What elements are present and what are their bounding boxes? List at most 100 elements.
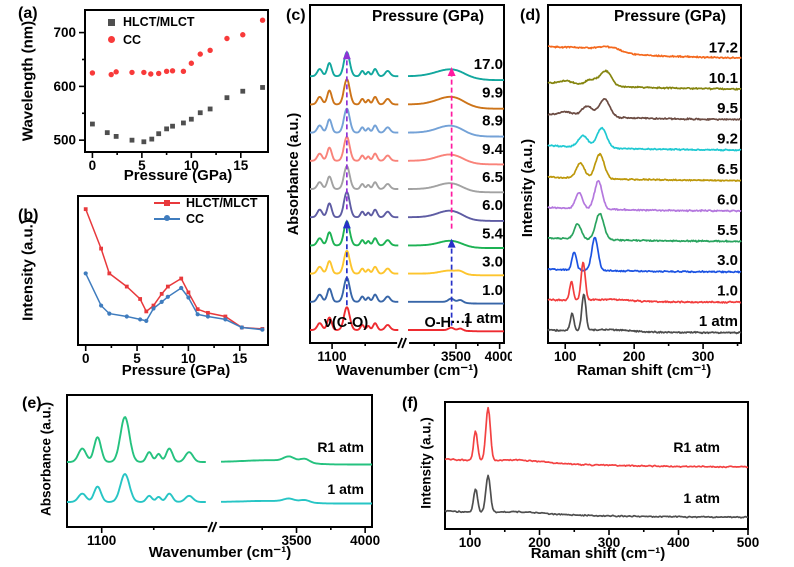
trace-label: 3.0 <box>717 252 738 269</box>
tick-label: 100 <box>459 535 482 550</box>
plot-frame <box>77 195 269 346</box>
spectrum-trace <box>407 209 505 222</box>
series-line <box>85 273 263 331</box>
panel-f-letter: (f) <box>402 395 418 412</box>
spectrum-trace <box>66 473 206 503</box>
spectrum-trace <box>547 152 742 183</box>
data-point <box>239 325 244 330</box>
tick-label: 300 <box>692 349 715 364</box>
panel-a-ylabel: Wavelength (nm) <box>19 20 37 142</box>
data-point <box>180 68 187 75</box>
spectrum-trace <box>309 191 399 219</box>
spectrum-trace <box>547 293 742 335</box>
hlct-line-square-marker-icon <box>154 199 180 208</box>
trace-label: 9.9 <box>482 84 503 101</box>
spectrum-trace <box>407 269 505 277</box>
data-point <box>186 290 191 295</box>
data-point <box>224 35 230 42</box>
data-point <box>259 17 266 23</box>
data-point <box>99 246 104 251</box>
panel-a-legend: HLCT/MLCT CC <box>108 16 195 51</box>
tick-label: 3500 <box>441 349 471 364</box>
data-point <box>165 284 170 289</box>
data-point <box>124 314 129 319</box>
panel-a: 0 5 10 15 500 600 700 (a) Wavelength (nm) Pres… <box>6 2 272 188</box>
spectrum-trace <box>407 239 505 249</box>
panel-d-letter: (d) <box>520 7 541 24</box>
panel-b-ylabel: Intensity (a.u.) <box>19 219 37 321</box>
trace-label: 6.5 <box>482 169 503 186</box>
plot-frame <box>444 401 749 530</box>
trace-label: 9.5 <box>717 100 738 117</box>
panel-a-plot: 0 5 10 15 500 600 700 <box>53 9 269 173</box>
data-point <box>240 88 246 94</box>
trace-label: 1 atm <box>699 313 738 330</box>
spectrum-trace <box>309 276 399 303</box>
spectrum-trace <box>547 126 742 152</box>
data-point <box>169 68 176 74</box>
spectrum-trace <box>407 153 505 166</box>
data-point <box>144 309 149 314</box>
data-point <box>207 47 213 54</box>
data-point <box>104 130 110 136</box>
trace-label: R1 atm <box>317 439 364 455</box>
panel-e: 1100 3500 4000 1 atm R1 atm (e) Absorbance (… <box>6 390 398 567</box>
tick-label: 600 <box>53 79 76 94</box>
data-point <box>107 311 112 316</box>
axis-break-icon <box>207 521 214 533</box>
spectrum-trace <box>309 220 399 247</box>
data-point <box>179 285 184 291</box>
panel-e-letter: (e) <box>22 395 42 412</box>
data-point <box>151 306 156 311</box>
data-point <box>195 307 200 312</box>
trace-label: 6.0 <box>717 191 738 208</box>
tick-label: 15 <box>232 351 248 366</box>
spectrum-trace <box>444 474 749 519</box>
data-point <box>124 284 129 289</box>
spectrum-trace <box>221 497 372 505</box>
data-point <box>163 68 170 75</box>
panel-c-ylabel: Absorbance (a.u.) <box>285 112 302 236</box>
spectrum-trace <box>547 212 742 243</box>
data-point <box>83 207 88 212</box>
spectrum-trace <box>221 455 372 466</box>
data-point <box>108 71 114 78</box>
tick-label: 100 <box>554 349 577 364</box>
data-point <box>206 310 210 315</box>
data-point <box>90 121 95 127</box>
trace-label: 9.4 <box>482 141 504 158</box>
data-point <box>129 69 135 76</box>
spectrum-trace <box>309 306 399 331</box>
spectrum-trace <box>309 165 399 190</box>
data-point <box>129 137 135 143</box>
trace-label: 10.1 <box>709 70 738 87</box>
panel-b-letter: (b) <box>18 207 39 224</box>
panel-e-ylabel: Absorbance (a.u.) <box>38 401 54 517</box>
data-point <box>113 69 119 75</box>
panel-e-plot: 1100 3500 4000 1 atm R1 atm <box>66 394 380 548</box>
trace-label: 1 atm <box>327 481 364 497</box>
data-point <box>149 136 155 142</box>
spectrum-trace <box>309 107 399 134</box>
data-point <box>260 85 265 90</box>
data-point <box>223 317 228 322</box>
trace-label: 6.5 <box>717 161 738 178</box>
panel-e-xlabel: Wavenumber (cm⁻¹) <box>148 544 292 561</box>
panel-f-ylabel: Intensity (a.u.) <box>418 417 434 509</box>
panel-f-xlabel: Raman shift (cm⁻¹) <box>530 545 666 562</box>
plot-frame <box>66 394 373 528</box>
data-point <box>159 291 164 296</box>
trace-label: 9.2 <box>717 131 738 148</box>
arrowhead-icon <box>342 219 351 229</box>
tick-label: 5 <box>138 158 146 173</box>
trace-label: 8.9 <box>482 113 503 130</box>
tick-label: 0 <box>82 351 90 366</box>
panel-f: 100 200 300 400 500 1 atm R1 atm (f) Intensity… <box>398 390 794 567</box>
spectrum-trace <box>547 69 742 91</box>
data-point <box>151 303 156 308</box>
panel-a-xlabel: Pressure (GPa) <box>123 167 233 184</box>
tick-label: 1100 <box>87 533 116 548</box>
spectrum-trace <box>309 51 399 78</box>
trace-label: 17.2 <box>709 39 738 56</box>
spectrum-trace <box>547 261 742 304</box>
